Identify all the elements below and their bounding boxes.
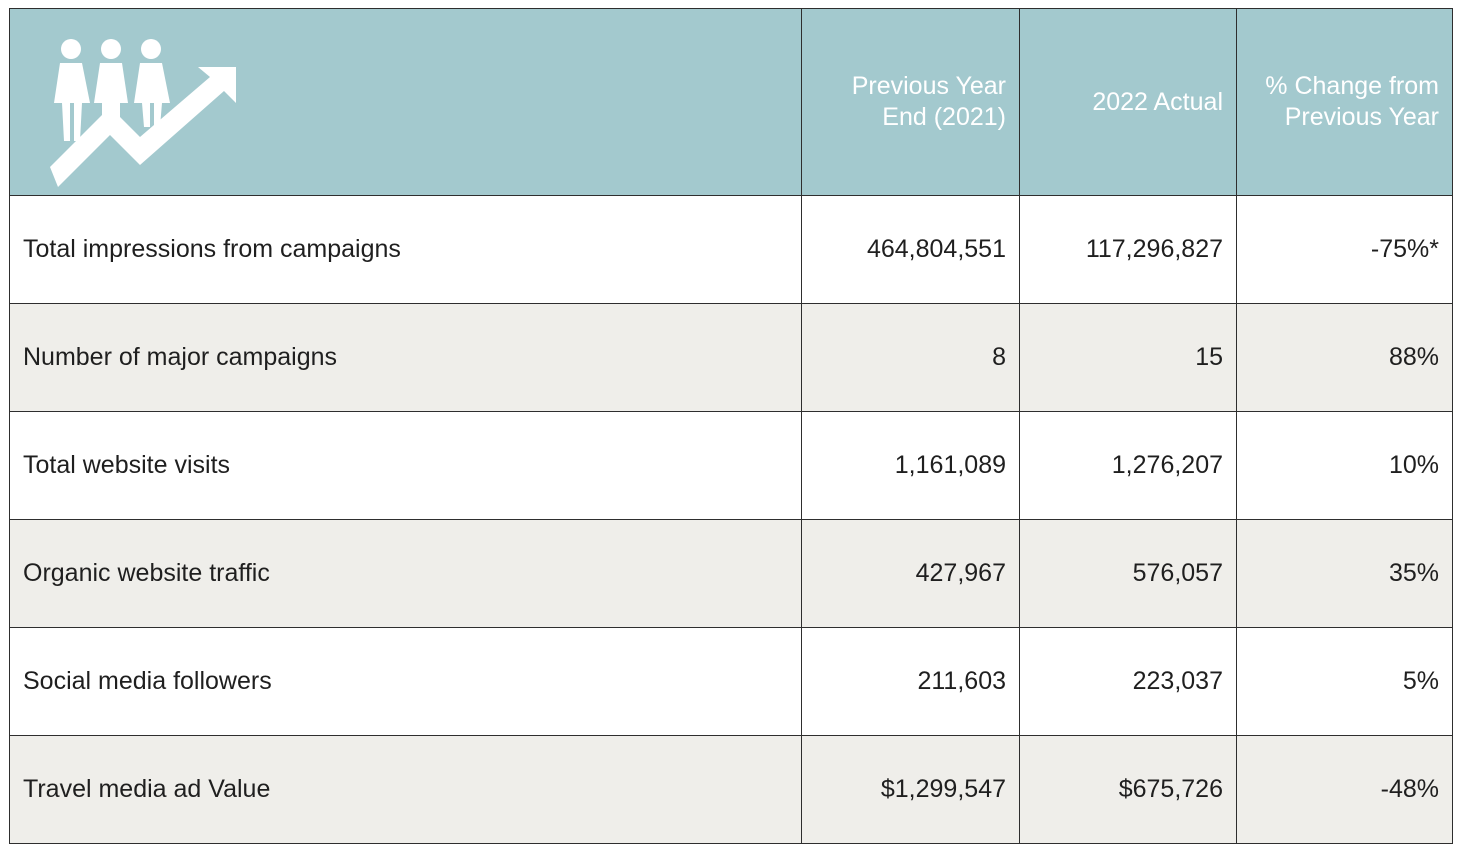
table-body: Total impressions from campaigns 464,804,… bbox=[9, 195, 1453, 844]
table-row: Number of major campaigns 8 15 88% bbox=[9, 303, 1453, 412]
header-row: Previous Year End (2021) 2022 Actual % C… bbox=[9, 8, 1453, 196]
column-header: Previous Year End (2021) bbox=[801, 8, 1020, 196]
cell-value: 427,967 bbox=[801, 519, 1020, 628]
row-label: Total impressions from campaigns bbox=[9, 195, 802, 304]
row-label: Organic website traffic bbox=[9, 519, 802, 628]
cell-value: 211,603 bbox=[801, 627, 1020, 736]
cell-value: 35% bbox=[1236, 519, 1453, 628]
table-row: Travel media ad Value $1,299,547 $675,726-… bbox=[9, 735, 1453, 844]
metrics-table: Previous Year End (2021) 2022 Actual % C… bbox=[9, 8, 1453, 844]
cell-value: $675,726 bbox=[1019, 735, 1237, 844]
column-header: 2022 Actual bbox=[1019, 8, 1237, 196]
table-row: Total impressions from campaigns 464,804,… bbox=[9, 195, 1453, 304]
cell-value: 464,804,551 bbox=[801, 195, 1020, 304]
cell-value: 15 bbox=[1019, 303, 1237, 412]
row-label: Total website visits bbox=[9, 411, 802, 520]
cell-value: 1,161,089 bbox=[801, 411, 1020, 520]
cell-value: $1,299,547 bbox=[801, 735, 1020, 844]
row-label: Travel media ad Value bbox=[9, 735, 802, 844]
cell-value: 576,057 bbox=[1019, 519, 1237, 628]
cell-value: 117,296,827 bbox=[1019, 195, 1237, 304]
table-row: Organic website traffic 427,967 576,057 35% bbox=[9, 519, 1453, 628]
cell-value: 8 bbox=[801, 303, 1020, 412]
table-row: Social media followers 211,603 223,037 5% bbox=[9, 627, 1453, 736]
row-label: Social media followers bbox=[9, 627, 802, 736]
cell-value: -48% bbox=[1236, 735, 1453, 844]
row-label: Number of major campaigns bbox=[9, 303, 802, 412]
table-row: Total website visits 1,161,089 1,276,207 10… bbox=[9, 411, 1453, 520]
column-header: % Change from Previous Year bbox=[1236, 8, 1453, 196]
cell-value: -75%* bbox=[1236, 195, 1453, 304]
cell-value: 10% bbox=[1236, 411, 1453, 520]
cell-value: 88% bbox=[1236, 303, 1453, 412]
cell-value: 5% bbox=[1236, 627, 1453, 736]
growth-icon bbox=[50, 39, 236, 187]
header-icon-cell bbox=[9, 8, 802, 196]
table-container: Previous Year End (2021) 2022 Actual % C… bbox=[9, 8, 1453, 844]
cell-value: 1,276,207 bbox=[1019, 411, 1237, 520]
cell-value: 223,037 bbox=[1019, 627, 1237, 736]
